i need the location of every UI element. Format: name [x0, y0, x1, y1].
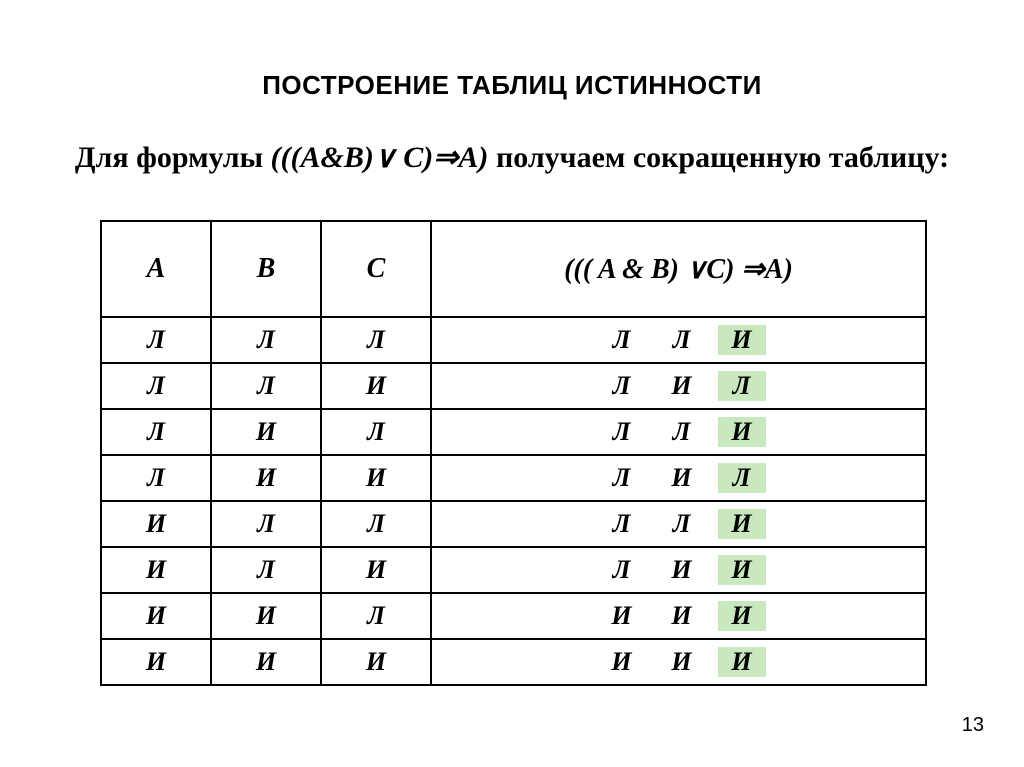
val-or: И [652, 463, 712, 493]
cell-a: И [101, 639, 211, 685]
cell-c: Л [321, 409, 431, 455]
table-row: Л И Л Л Л И [101, 409, 926, 455]
val-or: И [652, 555, 712, 585]
cell-a: Л [101, 455, 211, 501]
col-header-b: B [211, 221, 321, 317]
table-row: Л И И Л И Л [101, 455, 926, 501]
cell-b: Л [211, 547, 321, 593]
col-header-a: A [101, 221, 211, 317]
cell-b: Л [211, 501, 321, 547]
cell-b: И [211, 593, 321, 639]
truth-table-wrap: A B C ((( A & B) ∨C) ⇒A) Л Л Л Л Л И [100, 220, 925, 686]
table-row: И И Л И И И [101, 593, 926, 639]
slide: ПОСТРОЕНИЕ ТАБЛИЦ ИСТИННОСТИ Для формулы… [0, 0, 1024, 767]
table-row: Л Л И Л И Л [101, 363, 926, 409]
val-result: И [718, 555, 766, 585]
cell-a: Л [101, 409, 211, 455]
val-and: Л [592, 555, 652, 585]
cell-formula: Л Л И [431, 317, 926, 363]
cell-a: И [101, 501, 211, 547]
table-header-row: A B C ((( A & B) ∨C) ⇒A) [101, 221, 926, 317]
subtitle-post: получаем сокращенную таблицу: [488, 141, 949, 174]
cell-c: Л [321, 317, 431, 363]
val-and: Л [592, 371, 652, 401]
page-number: 13 [962, 714, 984, 737]
cell-formula: Л И Л [431, 363, 926, 409]
val-or: Л [652, 509, 712, 539]
cell-a: Л [101, 317, 211, 363]
val-result: Л [718, 463, 766, 493]
table-row: Л Л Л Л Л И [101, 317, 926, 363]
val-result: И [718, 509, 766, 539]
cell-c: И [321, 363, 431, 409]
val-or: И [652, 371, 712, 401]
cell-b: Л [211, 363, 321, 409]
cell-b: И [211, 409, 321, 455]
cell-formula: И И И [431, 593, 926, 639]
table-row: И Л И Л И И [101, 547, 926, 593]
cell-b: И [211, 639, 321, 685]
val-or: И [652, 647, 712, 677]
table-row: И И И И И И [101, 639, 926, 685]
cell-c: Л [321, 501, 431, 547]
val-and: Л [592, 417, 652, 447]
cell-c: Л [321, 593, 431, 639]
cell-c: И [321, 455, 431, 501]
cell-formula: И И И [431, 639, 926, 685]
cell-b: Л [211, 317, 321, 363]
table-row: И Л Л Л Л И [101, 501, 926, 547]
cell-formula: Л И И [431, 547, 926, 593]
val-or: Л [652, 325, 712, 355]
val-and: Л [592, 509, 652, 539]
truth-table: A B C ((( A & B) ∨C) ⇒A) Л Л Л Л Л И [100, 220, 927, 686]
col-header-formula: ((( A & B) ∨C) ⇒A) [431, 221, 926, 317]
val-result: И [718, 601, 766, 631]
cell-formula: Л И Л [431, 455, 926, 501]
slide-subtitle: Для формулы (((A&B)∨ C)⇒A) получаем сокр… [0, 140, 1024, 175]
cell-formula: Л Л И [431, 409, 926, 455]
cell-c: И [321, 639, 431, 685]
slide-title: ПОСТРОЕНИЕ ТАБЛИЦ ИСТИННОСТИ [0, 70, 1024, 101]
subtitle-pre: Для формулы [75, 141, 271, 174]
val-result: Л [718, 371, 766, 401]
val-and: И [592, 601, 652, 631]
val-and: Л [592, 325, 652, 355]
val-and: Л [592, 463, 652, 493]
val-result: И [718, 417, 766, 447]
cell-c: И [321, 547, 431, 593]
cell-a: Л [101, 363, 211, 409]
val-or: И [652, 601, 712, 631]
val-result: И [718, 647, 766, 677]
cell-b: И [211, 455, 321, 501]
cell-formula: Л Л И [431, 501, 926, 547]
cell-a: И [101, 593, 211, 639]
val-result: И [718, 325, 766, 355]
val-or: Л [652, 417, 712, 447]
subtitle-formula: (((A&B)∨ C)⇒A) [271, 141, 489, 174]
val-and: И [592, 647, 652, 677]
col-header-c: C [321, 221, 431, 317]
cell-a: И [101, 547, 211, 593]
